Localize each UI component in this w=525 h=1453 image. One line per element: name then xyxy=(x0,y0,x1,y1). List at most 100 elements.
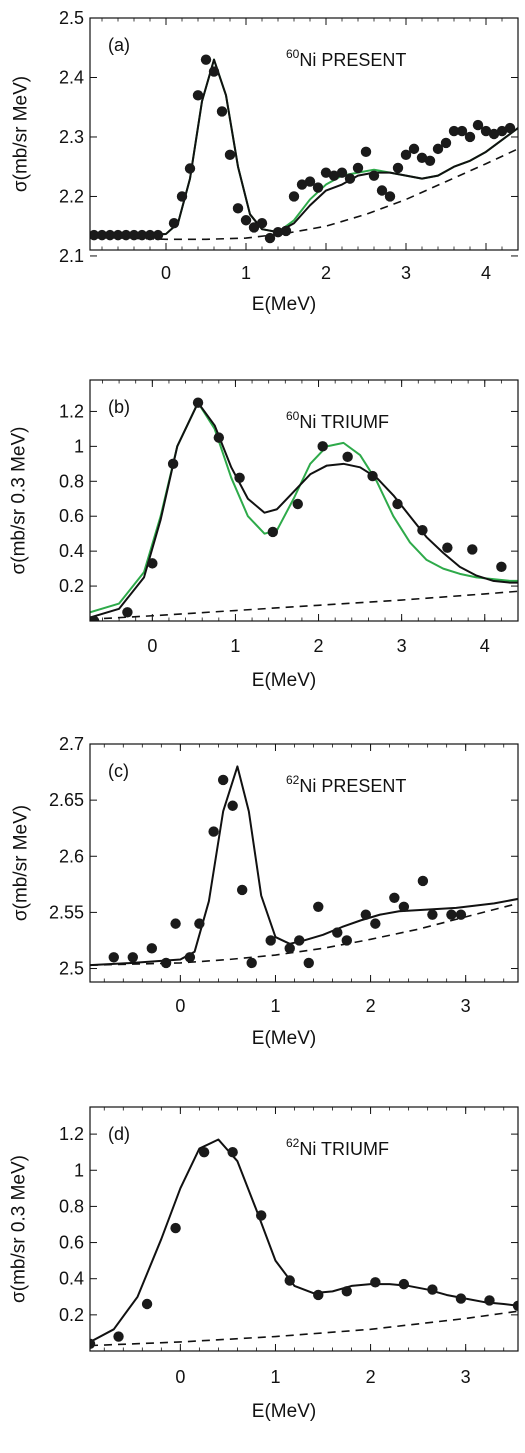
data-point xyxy=(113,1331,124,1342)
data-point xyxy=(176,191,188,202)
y-tick-label: 2.7 xyxy=(59,734,84,754)
y-tick-label: 0.6 xyxy=(59,1233,84,1253)
data-point xyxy=(296,179,308,190)
data-point xyxy=(294,935,305,946)
data-point xyxy=(392,498,403,510)
x-tick-label: 1 xyxy=(270,996,280,1016)
data-point xyxy=(344,173,356,184)
data-point xyxy=(367,470,378,482)
data-point xyxy=(360,146,372,158)
data-point xyxy=(240,215,252,226)
plot-area xyxy=(90,397,518,621)
isotope-text: Ni TRIUMF xyxy=(299,412,389,432)
data-point xyxy=(265,935,276,946)
data-point xyxy=(234,472,245,483)
y-tick-label: 0.4 xyxy=(59,1269,84,1289)
data-point xyxy=(496,561,507,573)
x-tick-label: 3 xyxy=(401,263,411,283)
y-axis-title: σ(mb/sr 0.3 MeV) xyxy=(9,427,30,575)
data-point xyxy=(332,927,343,938)
y-tick-label: 0.2 xyxy=(59,1305,84,1325)
data-point xyxy=(360,909,372,920)
x-tick-label: 0 xyxy=(147,636,157,656)
y-tick-label: 2.5 xyxy=(59,8,84,28)
x-axis-title: E(MeV) xyxy=(252,1401,316,1422)
plot-frame xyxy=(89,17,519,251)
plot-frame xyxy=(89,1106,519,1352)
data-point xyxy=(168,218,180,229)
y-tick-label: 2.5 xyxy=(59,959,84,979)
y-tick-label: 0.8 xyxy=(59,1196,84,1216)
data-point xyxy=(304,176,316,187)
plot-area xyxy=(90,765,518,969)
isotope-text: Ni PRESENT xyxy=(299,776,406,796)
data-point xyxy=(120,229,132,241)
data-point xyxy=(408,143,420,155)
data-point xyxy=(484,1295,495,1306)
y-tick-label: 1.2 xyxy=(59,401,84,421)
data-point xyxy=(427,909,438,920)
data-point xyxy=(392,162,404,174)
x-tick-label: 4 xyxy=(481,263,491,283)
data-point xyxy=(320,167,332,178)
data-point xyxy=(267,526,279,538)
data-point xyxy=(90,615,100,621)
y-tick-label: 1 xyxy=(74,1160,84,1180)
panel-label: (d) xyxy=(108,1124,130,1144)
plot-area xyxy=(90,54,518,244)
isotope-label: 60Ni PRESENT xyxy=(286,47,406,70)
data-point xyxy=(336,167,348,178)
data-point xyxy=(108,952,119,963)
x-tick-label: 2 xyxy=(314,636,324,656)
data-point xyxy=(455,909,467,920)
y-axis-title: σ(mb/sr 0.3 MeV) xyxy=(9,1155,30,1303)
data-point xyxy=(446,909,457,920)
isotope-label: 60Ni TRIUMF xyxy=(286,409,389,432)
data-point xyxy=(398,1278,410,1290)
data-point xyxy=(236,884,248,896)
x-tick-label: 1 xyxy=(270,1367,280,1387)
x-tick-label: 3 xyxy=(397,636,407,656)
data-point xyxy=(424,155,436,166)
isotope-mass: 62 xyxy=(286,773,300,787)
data-point xyxy=(370,1277,381,1288)
data-point xyxy=(417,524,428,536)
plot-area xyxy=(90,1138,518,1349)
isotope-mass: 60 xyxy=(286,409,300,423)
data-point xyxy=(328,170,340,181)
data-point xyxy=(170,918,181,929)
plot-frame xyxy=(89,379,519,622)
x-tick-label: 0 xyxy=(175,996,185,1016)
panel-d: 0 1 2 3 0.2 0.4 0.6 0.8 1 1.2 E(MeV) σ(mb/sr 0.3 Me… xyxy=(9,1106,519,1422)
isotope-text: Ni TRIUMF xyxy=(299,1139,389,1159)
data-point xyxy=(352,162,364,174)
data-point xyxy=(170,1222,181,1234)
isotope-mass: 60 xyxy=(286,47,300,61)
data-point xyxy=(167,458,179,470)
y-tick-label: 1.2 xyxy=(59,1124,84,1144)
data-point xyxy=(504,122,516,134)
data-point xyxy=(341,935,352,946)
x-tick-label: 0 xyxy=(161,263,171,283)
data-point xyxy=(184,952,196,963)
data-point xyxy=(317,441,328,452)
data-point xyxy=(232,203,244,214)
data-point xyxy=(147,558,158,569)
data-point xyxy=(256,218,268,229)
x-axis-title: E(MeV) xyxy=(252,294,316,315)
background-curve xyxy=(90,148,518,241)
data-point xyxy=(342,451,353,463)
x-tick-label: 3 xyxy=(461,996,471,1016)
data-point xyxy=(427,1284,438,1295)
data-point xyxy=(198,1146,210,1158)
data-point xyxy=(192,397,204,408)
panel-label: (c) xyxy=(108,761,129,781)
data-point xyxy=(370,918,381,929)
data-point xyxy=(112,229,124,241)
panel-a: 0 1 2 3 4 2.1 2.2 2.3 2.4 2.5 E(MeV) σ(mb/sr MeV) (a… xyxy=(11,8,519,315)
black-fit-curve xyxy=(90,1138,518,1343)
x-tick-label: 1 xyxy=(230,636,240,656)
black-fit-curve xyxy=(90,58,518,237)
data-point xyxy=(272,226,284,238)
